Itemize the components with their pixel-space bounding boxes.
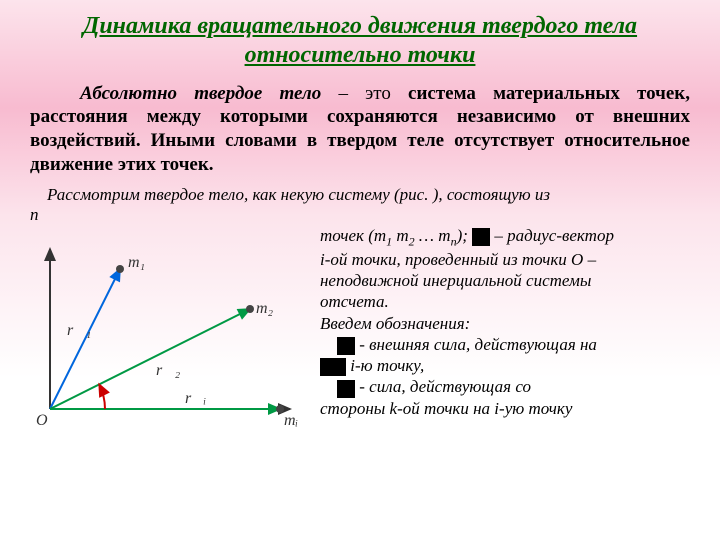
definition-paragraph: Абсолютно твердое тело – это система мат… <box>0 78 720 185</box>
svg-text:m₂: m₂ <box>256 300 274 317</box>
symbol-placeholder-Fik-icon <box>337 380 355 398</box>
svg-text:O: O <box>36 412 48 429</box>
sp1: m <box>392 226 409 245</box>
definition-term: Абсолютно твердое тело <box>80 83 321 104</box>
symbol-placeholder-F-icon <box>337 337 355 355</box>
points-suffix: ); <box>457 226 473 245</box>
svg-text:m₁: m₁ <box>128 254 145 271</box>
side-line6b: i-ю точку, <box>350 356 424 375</box>
side-text-block: точек (m1 m2 … mn); – радиус-вектор i-ой… <box>310 225 700 429</box>
side-line6a: - внешняя сила, действующая на <box>355 335 597 354</box>
symbol-placeholder-r-icon <box>472 228 490 246</box>
side-line7a: - сила, действующая со <box>355 377 531 396</box>
page-title: Динамика вращательного движения твердого… <box>0 0 720 78</box>
side-line3: неподвижной инерциальной системы <box>320 271 591 290</box>
svg-text:r⃗ᵢ: r⃗ᵢ <box>185 390 206 407</box>
svg-text:r⃗₁: r⃗₁ <box>67 322 91 339</box>
dots: … m <box>415 226 451 245</box>
side-line7b: стороны k-ой точки на i-ую точку <box>320 399 572 418</box>
radius-vector-text: – радиус-вектор <box>490 226 614 245</box>
svg-text:mᵢ: mᵢ <box>284 412 298 429</box>
symbol-placeholder-i-icon <box>320 358 346 376</box>
definition-connector: – это <box>321 83 408 104</box>
side-line2: i-ой точки, проведенный из точки O – <box>320 250 596 269</box>
side-line5: Введем обозначения: <box>320 314 470 333</box>
svg-text:r⃗₂: r⃗₂ <box>156 362 181 379</box>
intro-n: n <box>30 205 39 224</box>
points-prefix: точек (m <box>320 226 386 245</box>
intro-line: Рассмотрим твердое тело, как некую систе… <box>0 185 720 205</box>
side-line4: отсчета. <box>320 292 389 311</box>
intro-text: Рассмотрим твердое тело, как некую систе… <box>47 185 550 204</box>
vector-diagram: Om₁ m₂ mᵢ r⃗₁ r⃗₂r⃗ᵢ <box>30 229 310 429</box>
